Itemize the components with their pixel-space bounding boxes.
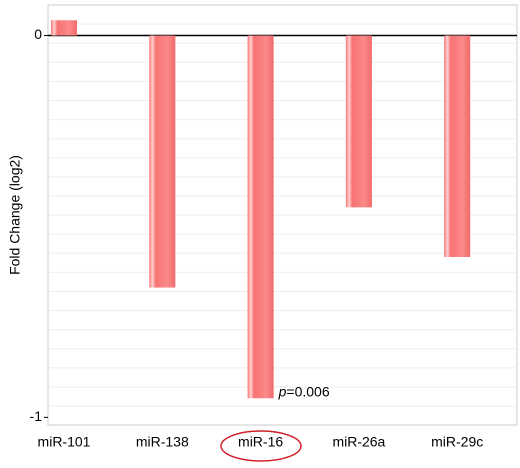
bar [444,35,471,257]
bar [247,35,274,399]
bar [51,20,77,36]
bar [149,35,176,288]
annotation-text: =0.006 [286,383,329,399]
y-axis-label: Fold Change (log2) [7,155,23,275]
y-tick-label: -1 [30,408,43,424]
bar [345,35,372,208]
highlight-circle [220,430,302,462]
x-tick-label: miR-26a [332,434,385,450]
y-tick-label: 0 [34,26,42,42]
annotation-italic: p [278,383,287,399]
x-tick-label: miR-29c [431,434,483,450]
x-tick-label: miR-101 [38,434,91,450]
x-tick-label: miR-138 [136,434,189,450]
annotation: p=0.006 [278,383,330,399]
x-tick-label: miR-16 [238,434,283,450]
